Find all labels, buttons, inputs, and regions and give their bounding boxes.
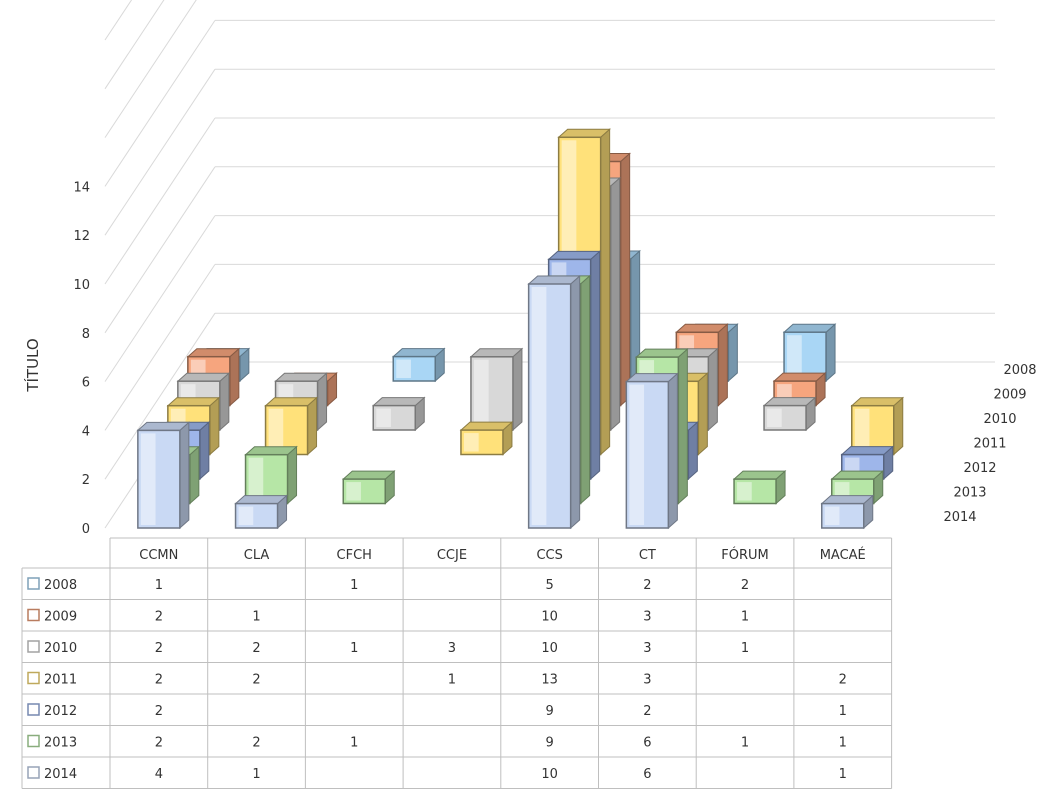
bar-2011-ccje [459, 420, 514, 456]
table-value: 2 [839, 673, 847, 688]
table-value: 1 [741, 610, 749, 625]
bar-2014-ccs [527, 274, 581, 530]
table-value: 2 [252, 673, 260, 688]
bar-2011-cla [264, 396, 318, 456]
legend-key [27, 577, 40, 590]
table-value: 10 [541, 767, 558, 782]
table-value: 1 [252, 610, 260, 625]
table-value: 6 [643, 736, 651, 751]
table-value: 9 [546, 704, 554, 719]
table-value: 1 [350, 578, 358, 593]
bar-2008-forum [782, 323, 837, 383]
legend-key [27, 640, 40, 653]
category-label: MACAÉ [820, 547, 866, 563]
legend-key [27, 671, 40, 685]
table-value: 1 [448, 673, 456, 688]
bar-2008-cfch [391, 347, 446, 383]
series-depth-label: 2009 [993, 388, 1026, 403]
data-table: CCMN CLA CFCH CCJE CCS CT FÓRUM MACAÉ 2008 1 1 5 2 2 2… [21, 537, 893, 789]
series-depth-label: 2013 [953, 486, 986, 501]
table-value: 10 [541, 641, 558, 656]
y-axis-ticks: 0 2 4 6 8 10 12 14 [73, 180, 90, 537]
bar-2013-cla [244, 445, 298, 505]
category-label: CT [639, 548, 656, 563]
table-value: 2 [155, 641, 163, 656]
series-label: 2010 [44, 641, 77, 656]
table-value: 3 [643, 610, 651, 625]
table-value: 3 [643, 641, 651, 656]
table-value: 1 [741, 641, 749, 656]
series-depth-label: 2012 [963, 461, 996, 476]
y-tick-label: 0 [82, 522, 90, 537]
series-label: 2009 [44, 610, 77, 625]
table-value: 1 [741, 736, 749, 751]
bar-2013-cfch [341, 469, 396, 505]
table-value: 1 [350, 736, 358, 751]
table-value: 2 [741, 578, 749, 593]
table-value: 1 [839, 704, 847, 719]
table-value: 2 [155, 673, 163, 688]
category-label: CCS [536, 548, 562, 563]
bar-2014-cla [234, 494, 288, 530]
table-value: 2 [155, 704, 163, 719]
table-value: 10 [541, 610, 558, 625]
table-value: 1 [252, 767, 260, 782]
table-value: 2 [643, 578, 651, 593]
legend-key [27, 766, 40, 779]
bar-2014-ct [625, 372, 679, 530]
bar-2010-ccje [469, 347, 524, 432]
series-label: 2008 [44, 578, 77, 593]
y-tick-label: 12 [73, 229, 90, 244]
table-value: 2 [155, 610, 163, 625]
table-value: 2 [252, 641, 260, 656]
table-value: 2 [252, 736, 260, 751]
table-value: 13 [541, 673, 558, 688]
bar-2010-forum [762, 396, 817, 432]
legend-key [27, 608, 40, 622]
bar-2011-macae [850, 396, 905, 456]
table-value: 2 [155, 736, 163, 751]
bars [136, 128, 905, 530]
table-value: 2 [643, 704, 651, 719]
series-label: 2013 [44, 736, 77, 751]
series-depth-label: 2010 [983, 412, 1016, 427]
legend-key [27, 734, 40, 748]
bar-2014-macae [820, 494, 875, 530]
table-value: 1 [839, 767, 847, 782]
category-label: CLA [244, 548, 270, 563]
category-label: FÓRUM [721, 547, 768, 563]
series-depth-label: 2011 [973, 437, 1006, 452]
series-label: 2014 [44, 767, 77, 782]
y-tick-label: 2 [82, 473, 90, 488]
y-tick-label: 4 [82, 424, 90, 439]
y-tick-label: 10 [73, 278, 90, 293]
bar-2013-forum [732, 469, 787, 505]
table-value: 3 [643, 673, 651, 688]
y-tick-label: 6 [82, 376, 90, 391]
series-depth-labels: 2008 2009 2010 2011 2012 2013 2014 [943, 363, 1036, 525]
table-value: 1 [155, 578, 163, 593]
series-label: 2011 [44, 673, 77, 688]
table-value: 6 [643, 767, 651, 782]
table-value: 9 [546, 736, 554, 751]
y-axis-label: TÍTULO [23, 338, 42, 392]
category-label: CCMN [139, 548, 178, 563]
category-label: CCJE [437, 548, 467, 563]
series-depth-label: 2008 [1003, 363, 1036, 378]
bar-2010-cfch [371, 396, 426, 432]
category-label: CFCH [337, 548, 372, 563]
series-label: 2012 [44, 704, 77, 719]
table-value: 1 [839, 736, 847, 751]
table-value: 4 [155, 767, 163, 782]
table-value: 3 [448, 641, 456, 656]
y-tick-label: 14 [73, 180, 90, 195]
legend-key [27, 703, 40, 716]
y-tick-label: 8 [82, 327, 90, 342]
table-value: 5 [546, 578, 554, 593]
table-value: 1 [350, 641, 358, 656]
bar-2014-ccmn [136, 421, 191, 530]
series-depth-label: 2014 [943, 510, 976, 525]
